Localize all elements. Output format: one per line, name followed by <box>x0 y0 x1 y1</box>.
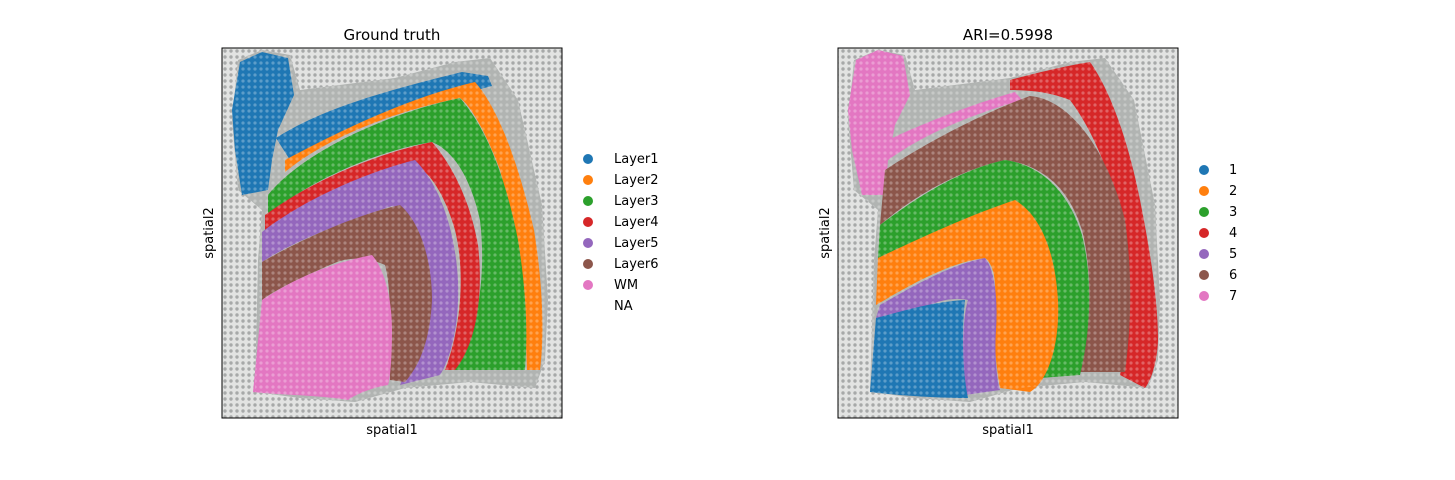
panel1-legend-marker-layer2 <box>583 175 593 185</box>
panel2-ylabel: spatial2 <box>818 207 833 259</box>
panel2-spot-overlay <box>848 50 1160 402</box>
panel1-legend-marker-layer6 <box>583 259 593 269</box>
panel1-ylabel: spatial2 <box>202 207 217 259</box>
panel2-legend-label-2: 2 <box>1229 184 1237 199</box>
panel1-plot-area <box>221 47 563 419</box>
panel1-legend: Layer1 Layer2 Layer3 Layer4 Layer5 Layer… <box>583 152 659 314</box>
panel2-legend-marker-1 <box>1199 165 1209 175</box>
panel1-spot-overlay <box>232 50 548 402</box>
panel2-legend-marker-3 <box>1199 207 1209 217</box>
panel2-frame <box>837 47 1179 419</box>
panel1-legend-marker-layer1 <box>583 154 593 164</box>
panel1-legend-label-wm: WM <box>614 278 638 293</box>
panel2-title: ARI=0.5998 <box>963 26 1053 44</box>
panel2-legend-marker-4 <box>1199 228 1209 238</box>
panel2-legend-label-1: 1 <box>1229 163 1237 178</box>
panel1-legend-label-layer6: Layer6 <box>614 257 659 272</box>
panel1-legend-marker-layer4 <box>583 217 593 227</box>
panel2-legend-label-4: 4 <box>1229 226 1237 241</box>
panel1-title: Ground truth <box>344 26 441 44</box>
panel1-legend-marker-layer3 <box>583 196 593 206</box>
panel1-xlabel: spatial1 <box>366 423 418 438</box>
panel2-xlabel: spatial1 <box>982 423 1034 438</box>
panel2-legend-label-3: 3 <box>1229 205 1237 220</box>
panel2-legend-marker-2 <box>1199 186 1209 196</box>
panel1-legend-label-layer5: Layer5 <box>614 236 659 251</box>
panel2-legend-marker-6 <box>1199 270 1209 280</box>
panel1-legend-label-na: NA <box>614 299 633 314</box>
panel-ari: ARI=0.5998 spatial1 spatial2 1 2 <box>818 26 1237 438</box>
panel1-legend-marker-wm <box>583 280 593 290</box>
panel2-legend-marker-7 <box>1199 291 1209 301</box>
panel2-legend-label-5: 5 <box>1229 247 1237 262</box>
panel1-legend-label-layer3: Layer3 <box>614 194 659 209</box>
panel2-plot-area <box>837 47 1179 419</box>
panel2-legend-label-7: 7 <box>1229 289 1237 304</box>
panel1-legend-label-layer4: Layer4 <box>614 215 659 230</box>
panel1-legend-label-layer2: Layer2 <box>614 173 659 188</box>
panel1-legend-label-layer1: Layer1 <box>614 152 659 167</box>
panel2-legend-label-6: 6 <box>1229 268 1237 283</box>
panel-ground-truth: Ground truth spatial1 spatial2 Layer1 <box>202 26 659 438</box>
panel1-frame <box>221 47 563 419</box>
panel1-legend-marker-layer5 <box>583 238 593 248</box>
panel2-legend: 1 2 3 4 5 6 7 <box>1199 163 1237 304</box>
panel2-legend-marker-5 <box>1199 249 1209 259</box>
